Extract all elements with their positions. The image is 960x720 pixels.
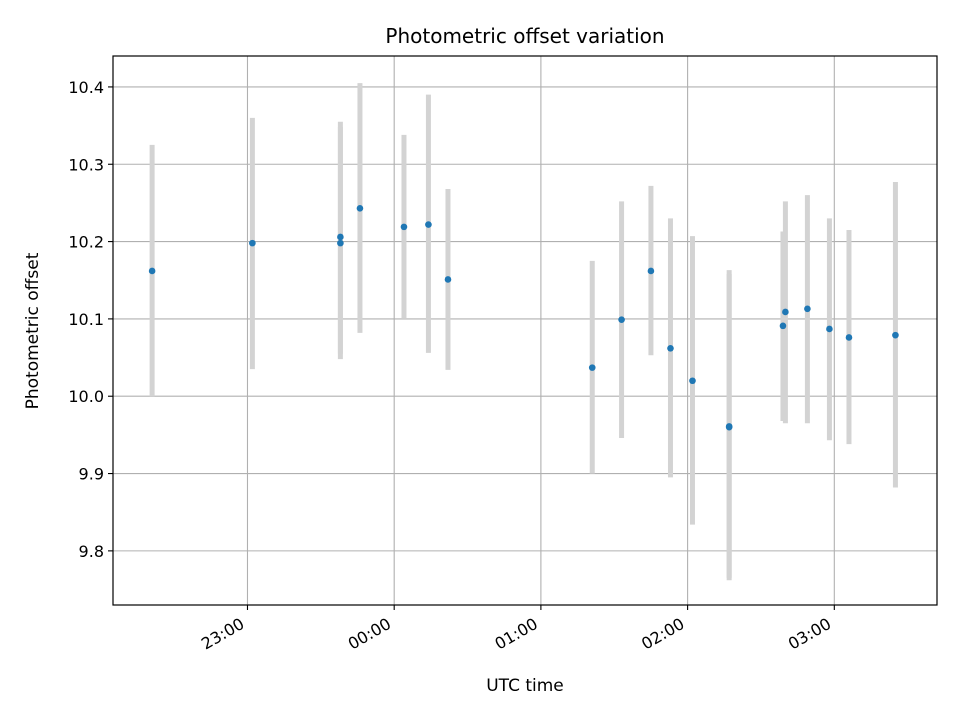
data-point — [148, 267, 156, 275]
data-point — [826, 325, 833, 333]
data-point — [588, 364, 596, 371]
y-tick-label: 10.3 — [68, 155, 104, 174]
data-point — [782, 308, 789, 316]
data-point — [356, 205, 364, 212]
data-point — [647, 267, 655, 275]
data-point — [337, 233, 344, 241]
plot-frame — [112, 55, 938, 606]
y-tick-label: 9.8 — [79, 542, 104, 561]
data-point — [618, 316, 625, 323]
data-point — [725, 423, 733, 431]
data-point — [892, 331, 899, 339]
y-tick-label: 10.4 — [68, 78, 104, 97]
data-point — [444, 276, 452, 283]
y-tick-label: 10.2 — [68, 233, 104, 252]
chart-title: Photometric offset variation — [385, 24, 664, 48]
y-tick-label: 9.9 — [79, 465, 104, 484]
data-point — [249, 239, 256, 247]
x-axis-title: UTC time — [486, 676, 564, 696]
data-point — [337, 239, 344, 247]
data-point — [425, 221, 432, 228]
y-tick-label: 10.1 — [68, 310, 104, 329]
data-point — [779, 322, 787, 330]
point-layer — [148, 205, 899, 431]
data-point — [667, 344, 674, 352]
y-tick-label: 10.0 — [68, 387, 104, 406]
data-point — [804, 305, 811, 313]
data-point — [689, 377, 696, 385]
data-point — [400, 223, 408, 231]
data-point — [845, 334, 853, 341]
y-axis-title: Photometric offset — [23, 252, 43, 409]
